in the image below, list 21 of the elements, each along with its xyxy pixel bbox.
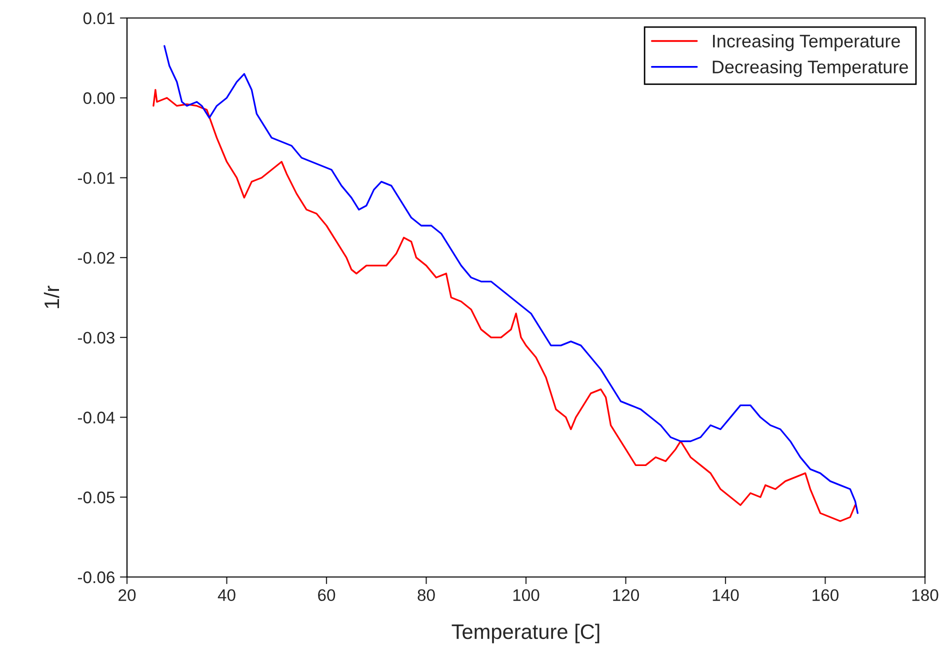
x-axis-title: Temperature [C]	[452, 624, 600, 644]
x-tick-label: 140	[712, 589, 739, 602]
x-tick-label: 60	[318, 589, 336, 602]
y-tick-label: -0.03	[78, 332, 114, 344]
y-tick-label: 0.01	[83, 12, 114, 24]
x-tick-label: 80	[418, 589, 435, 602]
legend-label: Increasing Temperature	[713, 34, 900, 52]
y-axis-title: 1/r	[44, 286, 60, 308]
x-tick-label: 20	[118, 589, 136, 602]
y-tick-label: -0.04	[78, 412, 115, 424]
x-tick-label: 100	[513, 589, 540, 602]
x-tick-label: 120	[613, 589, 640, 602]
x-tick-label: 180	[912, 589, 938, 602]
x-tick-label: 40	[218, 589, 236, 602]
y-tick-label: -0.05	[78, 492, 114, 504]
y-tick-label: -0.02	[78, 252, 114, 264]
x-tick-label: 160	[812, 589, 839, 602]
y-tick-label: -0.01	[78, 172, 114, 184]
legend-label: Decreasing Temperature	[712, 60, 908, 77]
y-tick-label: 0.00	[83, 92, 115, 104]
y-tick-label: -0.06	[78, 571, 114, 584]
